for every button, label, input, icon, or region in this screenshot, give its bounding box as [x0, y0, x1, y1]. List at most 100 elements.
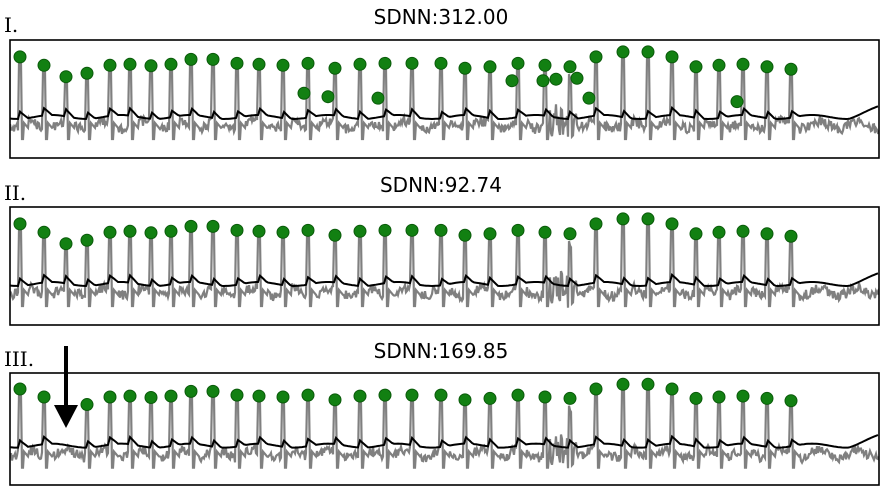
beat-marker: [144, 59, 158, 73]
extra-marker: [582, 91, 596, 105]
beat-marker: [206, 384, 220, 398]
beat-marker: [252, 224, 266, 238]
beat-marker: [13, 382, 27, 396]
extra-marker: [536, 74, 550, 88]
beat-marker: [301, 223, 315, 237]
beat-marker: [736, 224, 750, 238]
beat-marker: [511, 388, 525, 402]
beat-marker: [103, 58, 117, 72]
beat-marker: [736, 57, 750, 71]
beat-marker: [712, 58, 726, 72]
beat-marker: [405, 223, 419, 237]
beat-marker: [206, 219, 220, 233]
beat-marker: [589, 382, 603, 396]
beat-marker: [736, 389, 750, 403]
beat-marker: [511, 223, 525, 237]
ecg-trace: [10, 56, 879, 141]
beat-marker: [760, 227, 774, 241]
beat-marker: [483, 227, 497, 241]
beat-marker: [206, 52, 220, 66]
beat-marker: [589, 50, 603, 64]
beat-marker: [458, 228, 472, 242]
beat-marker: [458, 61, 472, 75]
beat-marker: [784, 229, 798, 243]
beat-marker: [616, 212, 630, 226]
beat-marker: [712, 225, 726, 239]
beat-marker: [164, 389, 178, 403]
envelope-line: [10, 105, 879, 121]
beat-marker: [103, 390, 117, 404]
beat-marker: [563, 227, 577, 241]
beat-marker: [689, 391, 703, 405]
missing-beat-arrow: [54, 346, 78, 428]
beat-marker: [59, 70, 73, 84]
panel-frame: [9, 372, 880, 486]
beat-marker: [328, 393, 342, 407]
panel-label: I.: [4, 13, 18, 37]
beat-marker: [276, 225, 290, 239]
beat-marker: [483, 60, 497, 74]
beat-marker: [434, 56, 448, 70]
beat-marker: [144, 226, 158, 240]
beat-marker: [164, 57, 178, 71]
beat-marker: [538, 58, 552, 72]
beat-marker: [37, 225, 51, 239]
beat-marker: [80, 66, 94, 80]
beat-marker: [123, 389, 137, 403]
beat-marker: [616, 45, 630, 59]
beat-marker: [589, 217, 603, 231]
beat-marker: [712, 390, 726, 404]
beat-marker: [483, 391, 497, 405]
beat-marker: [123, 57, 137, 71]
panel-title: SDNN:169.85: [374, 339, 509, 363]
beat-marker: [641, 377, 655, 391]
beat-marker: [301, 56, 315, 70]
beat-marker: [164, 224, 178, 238]
beat-marker: [665, 50, 679, 64]
beat-marker: [80, 233, 94, 247]
beat-marker: [538, 225, 552, 239]
panel-frame: [9, 206, 880, 326]
beat-marker: [37, 58, 51, 72]
envelope-line: [10, 272, 879, 288]
beat-marker: [230, 56, 244, 70]
beat-marker: [405, 56, 419, 70]
beat-marker: [689, 60, 703, 74]
beat-marker: [665, 382, 679, 396]
panel-title: SDNN:312.00: [374, 5, 509, 29]
extra-marker: [371, 91, 385, 105]
beat-marker: [641, 212, 655, 226]
beat-marker: [252, 389, 266, 403]
panel-3: III. SDNN:169.85: [4, 339, 880, 486]
beat-marker: [434, 388, 448, 402]
panel-label: II.: [4, 181, 26, 205]
beat-marker: [328, 61, 342, 75]
envelope-line: [10, 434, 879, 449]
extra-marker: [730, 95, 744, 109]
beat-marker: [37, 390, 51, 404]
ecg-trace: [10, 389, 879, 469]
panel-frame: [9, 39, 880, 159]
beat-marker: [353, 224, 367, 238]
extra-marker: [549, 72, 563, 86]
beat-marker: [13, 50, 27, 64]
beat-marker: [405, 388, 419, 402]
beat-marker: [184, 219, 198, 233]
beat-marker: [184, 384, 198, 398]
extra-marker: [297, 86, 311, 100]
beat-marker: [434, 223, 448, 237]
beat-marker: [80, 398, 94, 412]
beat-marker: [689, 227, 703, 241]
beat-marker: [13, 217, 27, 231]
beat-marker: [760, 60, 774, 74]
beat-marker: [378, 223, 392, 237]
beat-marker: [458, 393, 472, 407]
beat-marker: [538, 390, 552, 404]
panel-label: III.: [4, 347, 34, 371]
beat-marker: [184, 52, 198, 66]
beat-marker: [511, 56, 525, 70]
beat-marker: [378, 388, 392, 402]
beat-marker: [616, 377, 630, 391]
beat-marker: [301, 388, 315, 402]
